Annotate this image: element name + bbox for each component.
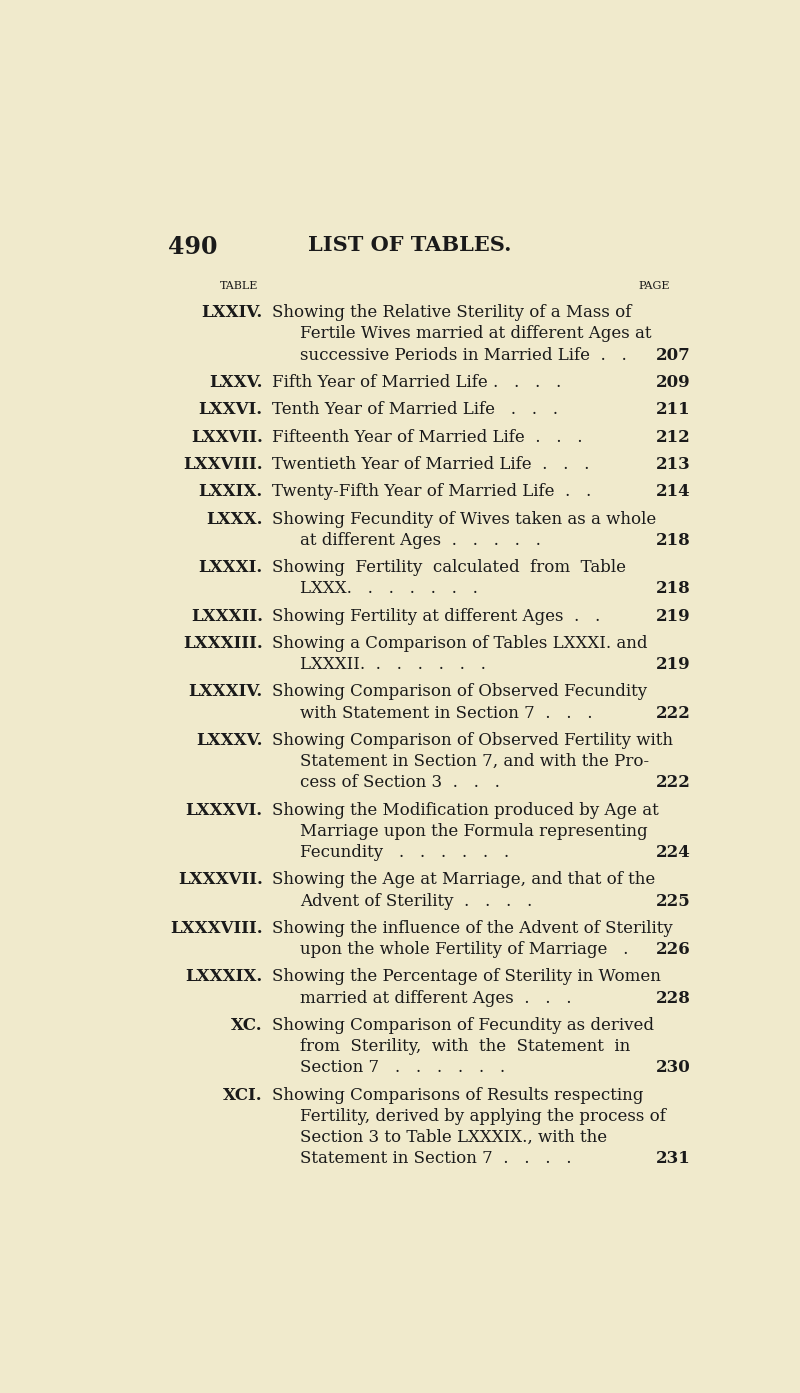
Text: Showing the Percentage of Sterility in Women: Showing the Percentage of Sterility in W… [272,968,661,985]
Text: LXXXIV.: LXXXIV. [189,684,262,701]
Text: Showing the Modification produced by Age at: Showing the Modification produced by Age… [272,801,659,819]
Text: LXXV.: LXXV. [210,373,262,391]
Text: with Statement in Section 7  .   .   .: with Statement in Section 7 . . . [300,705,593,722]
Text: Showing Comparison of Observed Fecundity: Showing Comparison of Observed Fecundity [272,684,647,701]
Text: 228: 228 [656,989,690,1007]
Text: 207: 207 [656,347,690,364]
Text: Showing Comparison of Observed Fertility with: Showing Comparison of Observed Fertility… [272,731,673,749]
Text: 219: 219 [656,607,690,624]
Text: LXXVI.: LXXVI. [198,401,262,418]
Text: 225: 225 [656,893,690,910]
Text: 214: 214 [656,483,690,500]
Text: Showing Comparisons of Results respecting: Showing Comparisons of Results respectin… [272,1087,643,1103]
Text: Showing a Comparison of Tables LXXXI. and: Showing a Comparison of Tables LXXXI. an… [272,635,647,652]
Text: Tenth Year of Married Life   .   .   .: Tenth Year of Married Life . . . [272,401,558,418]
Text: Section 3 to Table LXXXIX., with the: Section 3 to Table LXXXIX., with the [300,1128,607,1146]
Text: Showing Fertility at different Ages  .   .: Showing Fertility at different Ages . . [272,607,600,624]
Text: LXXXIII.: LXXXIII. [183,635,262,652]
Text: 211: 211 [656,401,690,418]
Text: Showing Fecundity of Wives taken as a whole: Showing Fecundity of Wives taken as a wh… [272,511,656,528]
Text: 219: 219 [656,656,690,673]
Text: Section 7   .   .   .   .   .   .: Section 7 . . . . . . [300,1059,505,1077]
Text: Fifteenth Year of Married Life  .   .   .: Fifteenth Year of Married Life . . . [272,429,582,446]
Text: Showing  Fertility  calculated  from  Table: Showing Fertility calculated from Table [272,559,626,577]
Text: 218: 218 [656,581,690,598]
Text: LXXXVI.: LXXXVI. [186,801,262,819]
Text: Showing the influence of the Advent of Sterility: Showing the influence of the Advent of S… [272,919,673,937]
Text: Marriage upon the Formula representing: Marriage upon the Formula representing [300,823,647,840]
Text: upon the whole Fertility of Marriage   .: upon the whole Fertility of Marriage . [300,942,628,958]
Text: 222: 222 [656,775,690,791]
Text: Twentieth Year of Married Life  .   .   .: Twentieth Year of Married Life . . . [272,456,590,472]
Text: TABLE: TABLE [220,281,258,291]
Text: 226: 226 [656,942,690,958]
Text: LXXVIII.: LXXVIII. [183,456,262,472]
Text: LXXVII.: LXXVII. [191,429,262,446]
Text: 230: 230 [656,1059,690,1077]
Text: from  Sterility,  with  the  Statement  in: from Sterility, with the Statement in [300,1038,630,1055]
Text: PAGE: PAGE [639,281,670,291]
Text: Advent of Sterility  .   .   .   .: Advent of Sterility . . . . [300,893,532,910]
Text: 213: 213 [656,456,690,472]
Text: 222: 222 [656,705,690,722]
Text: Showing the Relative Sterility of a Mass of: Showing the Relative Sterility of a Mass… [272,304,631,322]
Text: 490: 490 [168,235,218,259]
Text: LXXIV.: LXXIV. [202,304,262,322]
Text: Fertility, derived by applying the process of: Fertility, derived by applying the proce… [300,1107,666,1124]
Text: LXXIX.: LXXIX. [198,483,262,500]
Text: LXXX.: LXXX. [206,511,262,528]
Text: LIST OF TABLES.: LIST OF TABLES. [308,235,512,255]
Text: married at different Ages  .   .   .: married at different Ages . . . [300,989,571,1007]
Text: Fecundity   .   .   .   .   .   .: Fecundity . . . . . . [300,844,509,861]
Text: 218: 218 [656,532,690,549]
Text: LXXXI.: LXXXI. [198,559,262,577]
Text: cess of Section 3  .   .   .: cess of Section 3 . . . [300,775,500,791]
Text: XC.: XC. [231,1017,262,1034]
Text: XCI.: XCI. [223,1087,262,1103]
Text: Statement in Section 7  .   .   .   .: Statement in Section 7 . . . . [300,1151,571,1167]
Text: successive Periods in Married Life  .   .: successive Periods in Married Life . . [300,347,626,364]
Text: LXXXVII.: LXXXVII. [178,872,262,889]
Text: 209: 209 [656,373,690,391]
Text: Twenty-Fifth Year of Married Life  .   .: Twenty-Fifth Year of Married Life . . [272,483,591,500]
Text: LXXX.   .   .   .   .   .   .: LXXX. . . . . . . [300,581,478,598]
Text: LXXXIX.: LXXXIX. [186,968,262,985]
Text: LXXXV.: LXXXV. [196,731,262,749]
Text: at different Ages  .   .   .   .   .: at different Ages . . . . . [300,532,541,549]
Text: Showing the Age at Marriage, and that of the: Showing the Age at Marriage, and that of… [272,872,655,889]
Text: Fifth Year of Married Life .   .   .   .: Fifth Year of Married Life . . . . [272,373,562,391]
Text: Fertile Wives married at different Ages at: Fertile Wives married at different Ages … [300,326,651,343]
Text: Showing Comparison of Fecundity as derived: Showing Comparison of Fecundity as deriv… [272,1017,654,1034]
Text: LXXXVIII.: LXXXVIII. [170,919,262,937]
Text: 212: 212 [656,429,690,446]
Text: LXXXII.  .   .   .   .   .   .: LXXXII. . . . . . . [300,656,486,673]
Text: Statement in Section 7, and with the Pro-: Statement in Section 7, and with the Pro… [300,754,649,770]
Text: 224: 224 [656,844,690,861]
Text: LXXXII.: LXXXII. [190,607,262,624]
Text: 231: 231 [656,1151,690,1167]
